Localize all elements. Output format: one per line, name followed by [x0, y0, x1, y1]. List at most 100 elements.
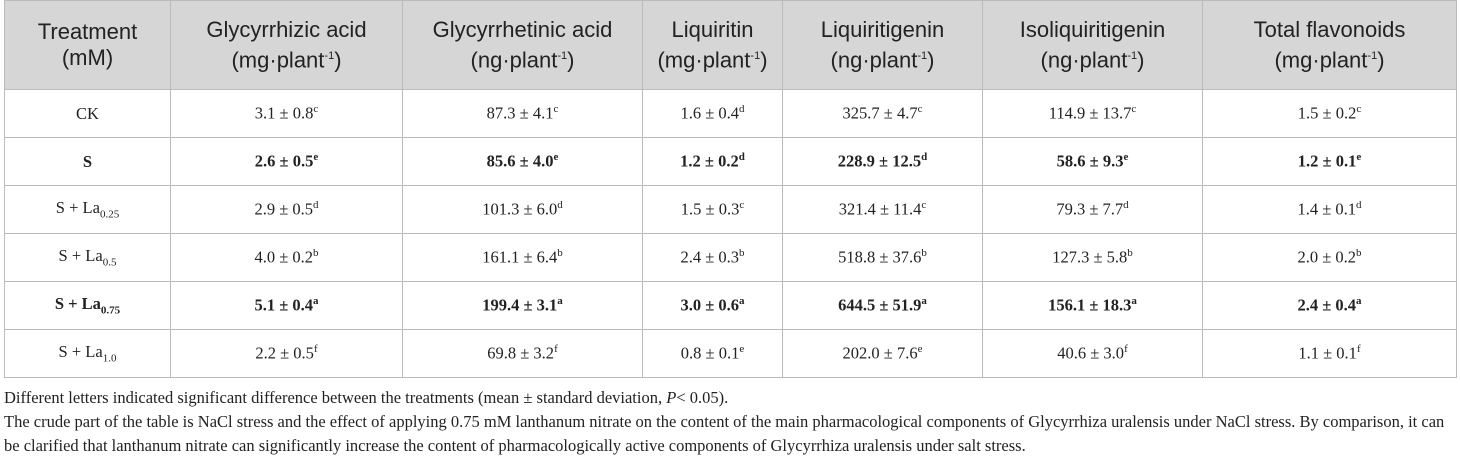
header-cell: Glycyrrhizic acid (mg·plant-1)	[170, 0, 403, 90]
text: S + La	[54, 294, 101, 314]
superscript: -1	[1367, 49, 1378, 62]
superscript: c	[313, 103, 319, 116]
text: 161.1 ± 6.4	[482, 247, 558, 267]
superscript: b	[739, 247, 745, 260]
text: 1.2 ± 0.1	[1297, 151, 1357, 171]
table-cell: S + La0.25	[4, 185, 171, 234]
header-cell: Glycyrrhetinic acid (ng·plant-1)	[402, 0, 643, 90]
header-row: Treatment (mM) Glycyrrhizic acid (mg·plan…	[4, 0, 1457, 90]
header-cell: Total flavonoids (mg·plant-1)	[1202, 0, 1457, 90]
table-cell: 2.6 ± 0.5e	[170, 137, 403, 186]
text: Liquiritigenin (ng·plant	[820, 16, 945, 73]
superscript: e	[739, 343, 745, 356]
text: 3.1 ± 0.8	[254, 103, 314, 123]
text: 325.7 ± 4.7	[842, 103, 918, 123]
table-row: S + La1.0 2.2 ± 0.5f 69.8 ± 3.2f 0.8 ± 0.1e…	[4, 329, 1457, 378]
text: 1.2 ± 0.2	[680, 151, 739, 171]
table-cell: 58.6 ± 9.3e	[982, 137, 1203, 186]
table-cell: S + La0.5	[4, 233, 171, 282]
superscript: a	[557, 295, 563, 308]
superscript: -1	[750, 49, 761, 62]
text: )	[760, 47, 768, 73]
text: )	[334, 47, 342, 73]
text: 202.0 ± 7.6	[842, 343, 918, 363]
superscript: -1	[1127, 49, 1138, 62]
table-cell: 0.8 ± 0.1e	[642, 329, 783, 378]
superscript: a	[1131, 295, 1137, 308]
table-cell: 325.7 ± 4.7c	[782, 89, 983, 138]
superscript: a	[921, 295, 927, 308]
text: The crude part of the table is NaCl stre…	[4, 412, 1445, 455]
table-cell: 1.2 ± 0.2d	[642, 137, 783, 186]
table-cell: S	[4, 137, 171, 186]
text: 228.9 ± 12.5	[837, 151, 922, 171]
notes: Different letters indicated significant …	[4, 386, 1456, 458]
header-cell: Liquiritigenin (ng·plant-1)	[782, 0, 983, 90]
text: 1.5 ± 0.3	[680, 199, 740, 219]
note: Different letters indicated significant …	[4, 386, 1456, 410]
text: 40.6 ± 3.0	[1057, 343, 1125, 363]
text: 2.9 ± 0.5	[254, 199, 314, 219]
text: 1.5 ± 0.2	[1297, 103, 1357, 123]
superscript: b	[557, 247, 563, 260]
table-cell: 156.1 ± 18.3a	[982, 281, 1203, 330]
superscript: d	[557, 199, 563, 212]
text: 1.6 ± 0.4	[680, 103, 740, 123]
text: )	[927, 47, 935, 73]
text: Liquiritin (mg·plant	[657, 16, 754, 73]
superscript: f	[554, 343, 558, 356]
text: S + La	[58, 342, 103, 362]
table-cell: 127.3 ± 5.8b	[982, 233, 1203, 282]
table-cell: 321.4 ± 11.4c	[782, 185, 983, 234]
text: < 0.05).	[676, 388, 729, 407]
table-cell: 5.1 ± 0.4a	[170, 281, 403, 330]
table-cell: 202.0 ± 7.6e	[782, 329, 983, 378]
text: 101.3 ± 6.0	[482, 199, 558, 219]
text: S	[82, 151, 93, 171]
superscript: d	[739, 103, 745, 116]
table-cell: 2.4 ± 0.4a	[1202, 281, 1457, 330]
table-cell: 79.3 ± 7.7d	[982, 185, 1203, 234]
table-cell: 2.9 ± 0.5d	[170, 185, 403, 234]
subscript: 0.75	[100, 304, 121, 317]
text: 199.4 ± 3.1	[482, 295, 558, 315]
superscript: a	[739, 295, 745, 308]
superscript: c	[1131, 103, 1137, 116]
text: Isoliquiritigenin (ng·plant	[1019, 16, 1166, 73]
superscript: c	[921, 199, 927, 212]
table-cell: 3.0 ± 0.6a	[642, 281, 783, 330]
table-cell: 1.2 ± 0.1e	[1202, 137, 1457, 186]
table-row: CK 3.1 ± 0.8c 87.3 ± 4.1c 1.6 ± 0.4d 325.7 ±…	[4, 89, 1457, 138]
text: Glycyrrhizic acid (mg·plant	[206, 16, 367, 73]
text: Glycyrrhetinic acid (ng·plant	[432, 16, 613, 73]
superscript: -1	[324, 49, 335, 62]
superscript: b	[1356, 247, 1362, 260]
header-cell: Liquiritin (mg·plant-1)	[642, 0, 783, 90]
header-cell: Treatment (mM)	[4, 0, 171, 90]
subscript: 0.25	[99, 208, 120, 221]
table-cell: 228.9 ± 12.5d	[782, 137, 983, 186]
table-cell: 518.8 ± 37.6b	[782, 233, 983, 282]
table-cell: 2.2 ± 0.5f	[170, 329, 403, 378]
table-row: S 2.6 ± 0.5e 85.6 ± 4.0e 1.2 ± 0.2d 228.9 ± …	[4, 137, 1457, 186]
text: P	[666, 388, 677, 407]
table-row: S + La0.25 2.9 ± 0.5d 101.3 ± 6.0d 1.5 ± 0.…	[4, 185, 1457, 234]
text: Treatment (mM)	[37, 19, 138, 70]
superscript: c	[739, 199, 745, 212]
data-table: Treatment (mM) Glycyrrhizic acid (mg·plan…	[4, 0, 1457, 378]
table-body: CK 3.1 ± 0.8c 87.3 ± 4.1c 1.6 ± 0.4d 325.7 ±…	[4, 89, 1457, 378]
table-cell: 69.8 ± 3.2f	[402, 329, 643, 378]
superscript: d	[313, 199, 319, 212]
superscript: c	[553, 103, 559, 116]
text: 0.8 ± 0.1	[680, 343, 740, 363]
table-row: S + La0.75 5.1 ± 0.4a 199.4 ± 3.1a 3.0 ± 0.…	[4, 281, 1457, 330]
subscript: 0.5	[102, 256, 117, 269]
text: 3.0 ± 0.6	[680, 295, 740, 315]
text: 2.6 ± 0.5	[254, 151, 314, 171]
text: 58.6 ± 9.3	[1056, 151, 1124, 171]
table-cell: CK	[4, 89, 171, 138]
superscript: e	[1123, 151, 1129, 164]
text: )	[1377, 47, 1385, 73]
text: Total flavonoids (mg·plant	[1253, 16, 1406, 73]
superscript: -1	[917, 49, 928, 62]
